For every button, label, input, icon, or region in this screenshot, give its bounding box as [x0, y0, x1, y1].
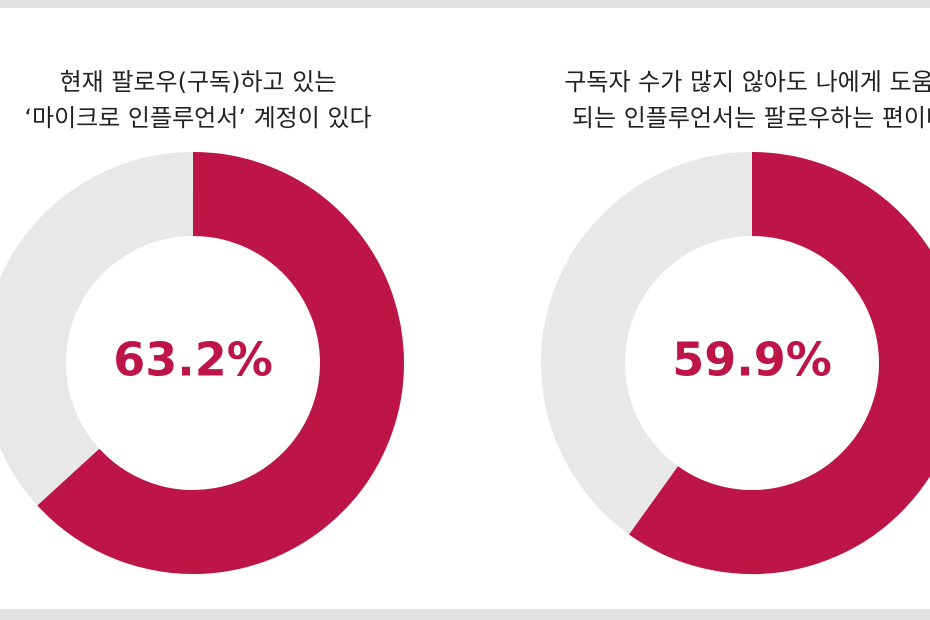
value-label: 59.9%: [672, 333, 832, 387]
chart-title: 되는 인플루언서는 팔로우하는 편이다: [572, 104, 930, 132]
chart-title: 구독자 수가 많지 않아도 나에게 도움이: [564, 68, 930, 96]
chart-title: ‘마이크로 인플루언서’ 계정이 있다: [24, 104, 371, 132]
donut-segment: [37, 152, 404, 574]
value-label: 63.2%: [113, 333, 273, 387]
top-band: [0, 0, 930, 8]
donut-segment: [629, 152, 930, 574]
chart-title: 현재 팔로우(구독)하고 있는: [60, 68, 337, 96]
bottom-band: [0, 609, 930, 620]
